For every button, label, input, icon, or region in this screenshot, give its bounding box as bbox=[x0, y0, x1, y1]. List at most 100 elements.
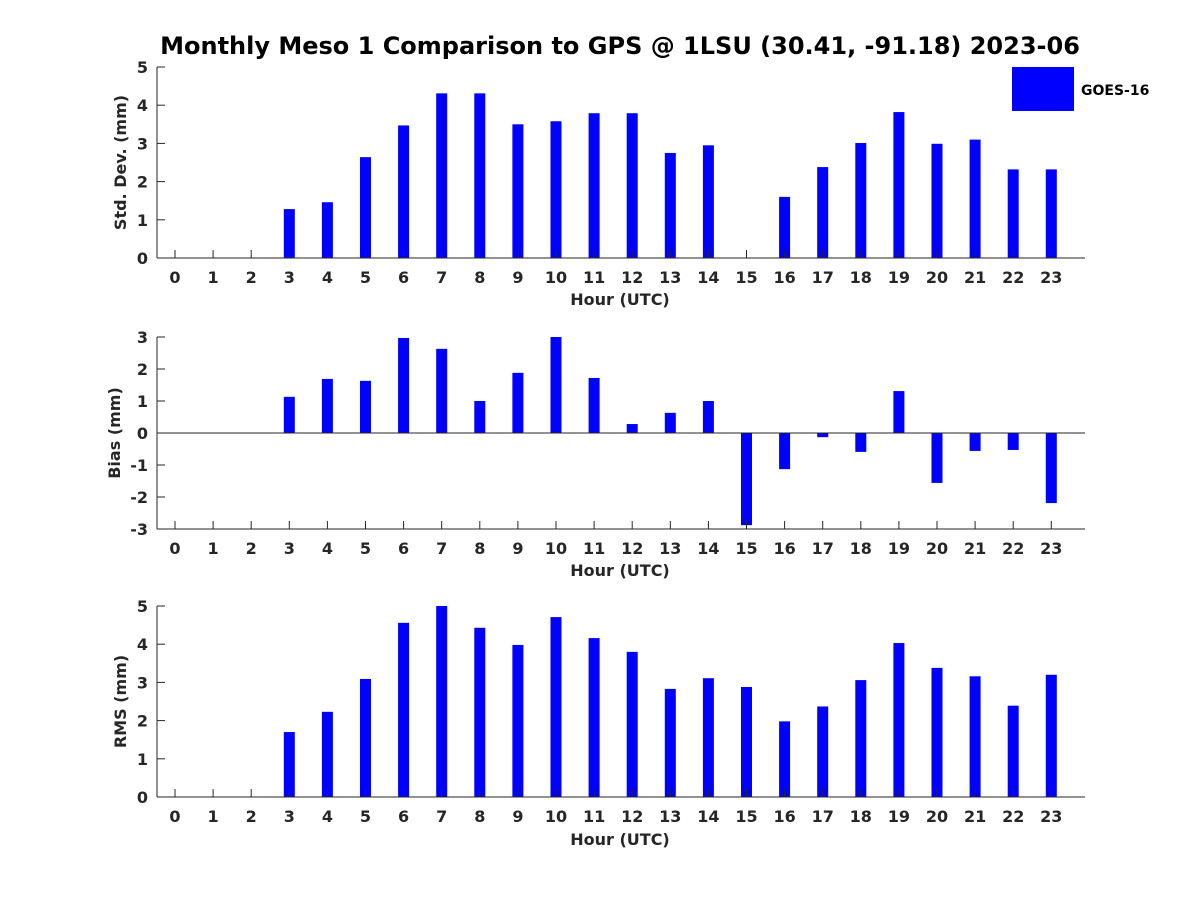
x-tick-label: 17 bbox=[812, 268, 834, 287]
y-tick-label: 0 bbox=[137, 424, 148, 443]
bar-3 bbox=[283, 209, 295, 258]
x-tick-label: 16 bbox=[773, 539, 795, 558]
bar-8 bbox=[474, 93, 486, 258]
x-tick-label: 21 bbox=[964, 807, 986, 826]
x-tick-label: 20 bbox=[926, 539, 948, 558]
bar-10 bbox=[550, 121, 562, 259]
bar-4 bbox=[321, 202, 333, 258]
bar-14 bbox=[702, 401, 714, 433]
bar-14 bbox=[702, 678, 714, 797]
bar-16 bbox=[779, 196, 791, 258]
bar-22 bbox=[1007, 433, 1019, 450]
bar-22 bbox=[1007, 705, 1019, 797]
x-tick-label: 21 bbox=[964, 539, 986, 558]
bar-12 bbox=[626, 113, 638, 258]
bar-22 bbox=[1007, 169, 1019, 258]
x-tick-label: 10 bbox=[545, 268, 567, 287]
bar-3 bbox=[283, 732, 295, 797]
x-tick-label: 6 bbox=[398, 807, 409, 826]
x-tick-label: 14 bbox=[697, 807, 719, 826]
x-tick-label: 10 bbox=[545, 539, 567, 558]
x-tick-label: 14 bbox=[697, 268, 719, 287]
x-tick-label: 3 bbox=[284, 268, 295, 287]
bar-5 bbox=[360, 380, 371, 433]
x-tick-label: 13 bbox=[659, 268, 681, 287]
bar-21 bbox=[969, 433, 981, 451]
x-tick-label: 11 bbox=[583, 539, 605, 558]
legend-label: GOES-16 bbox=[1081, 83, 1149, 99]
bar-21 bbox=[969, 139, 981, 258]
y-tick-label: 5 bbox=[137, 58, 148, 77]
bar-9 bbox=[512, 124, 524, 258]
bar-21 bbox=[969, 676, 981, 797]
x-tick-label: 1 bbox=[208, 807, 219, 826]
bar-18 bbox=[855, 433, 867, 452]
x-tick-label: 15 bbox=[735, 807, 757, 826]
y-tick-label: 1 bbox=[137, 750, 148, 769]
x-tick-label: 8 bbox=[474, 539, 485, 558]
bar-7 bbox=[436, 348, 448, 433]
x-tick-label: 18 bbox=[850, 539, 872, 558]
bar-13 bbox=[664, 152, 676, 258]
x-tick-label: 4 bbox=[322, 539, 333, 558]
y-tick-label: 2 bbox=[137, 360, 148, 379]
bar-5 bbox=[360, 157, 371, 258]
bar-8 bbox=[474, 401, 486, 433]
bar-11 bbox=[588, 638, 600, 797]
x-tick-label: 7 bbox=[436, 807, 447, 826]
x-tick-label: 11 bbox=[583, 268, 605, 287]
x-tick-label: 13 bbox=[659, 807, 681, 826]
bar-23 bbox=[1045, 674, 1057, 797]
x-axis-label: Hour (UTC) bbox=[570, 830, 670, 849]
bar-15 bbox=[741, 433, 752, 526]
x-tick-label: 9 bbox=[512, 539, 523, 558]
bar-19 bbox=[893, 391, 905, 433]
x-tick-label: 11 bbox=[583, 807, 605, 826]
x-tick-label: 20 bbox=[926, 807, 948, 826]
x-tick-label: 18 bbox=[850, 807, 872, 826]
bar-11 bbox=[588, 113, 600, 258]
bar-5 bbox=[360, 678, 371, 797]
x-tick-label: 2 bbox=[246, 807, 257, 826]
bar-3 bbox=[283, 396, 295, 433]
bar-9 bbox=[512, 372, 524, 433]
bar-6 bbox=[398, 125, 410, 258]
bar-19 bbox=[893, 112, 905, 258]
y-tick-label: 2 bbox=[137, 712, 148, 731]
bar-14 bbox=[702, 145, 714, 258]
y-tick-label: 4 bbox=[137, 635, 148, 654]
x-tick-label: 2 bbox=[246, 539, 257, 558]
bar-13 bbox=[664, 412, 676, 433]
x-tick-label: 3 bbox=[284, 539, 295, 558]
x-tick-label: 16 bbox=[773, 807, 795, 826]
x-tick-label: 22 bbox=[1002, 268, 1024, 287]
y-tick-label: 0 bbox=[137, 788, 148, 807]
y-tick-label: 1 bbox=[137, 392, 148, 411]
x-tick-label: 0 bbox=[169, 807, 180, 826]
bar-20 bbox=[931, 143, 943, 258]
y-tick-label: -3 bbox=[130, 520, 148, 539]
bar-23 bbox=[1045, 169, 1057, 258]
x-tick-label: 6 bbox=[398, 539, 409, 558]
x-tick-label: 8 bbox=[474, 268, 485, 287]
x-tick-label: 10 bbox=[545, 807, 567, 826]
x-tick-label: 21 bbox=[964, 268, 986, 287]
y-tick-label: 5 bbox=[137, 597, 148, 616]
x-tick-label: 7 bbox=[436, 268, 447, 287]
bar-20 bbox=[931, 667, 943, 797]
x-tick-label: 23 bbox=[1040, 268, 1062, 287]
x-tick-label: 17 bbox=[812, 807, 834, 826]
legend-swatch bbox=[1012, 67, 1074, 111]
x-tick-label: 23 bbox=[1040, 807, 1062, 826]
x-tick-label: 7 bbox=[436, 539, 447, 558]
bar-7 bbox=[436, 606, 448, 797]
x-tick-label: 19 bbox=[888, 268, 910, 287]
bar-9 bbox=[512, 644, 524, 797]
y-tick-label: 0 bbox=[137, 249, 148, 268]
x-tick-label: 0 bbox=[169, 268, 180, 287]
x-tick-label: 19 bbox=[888, 539, 910, 558]
